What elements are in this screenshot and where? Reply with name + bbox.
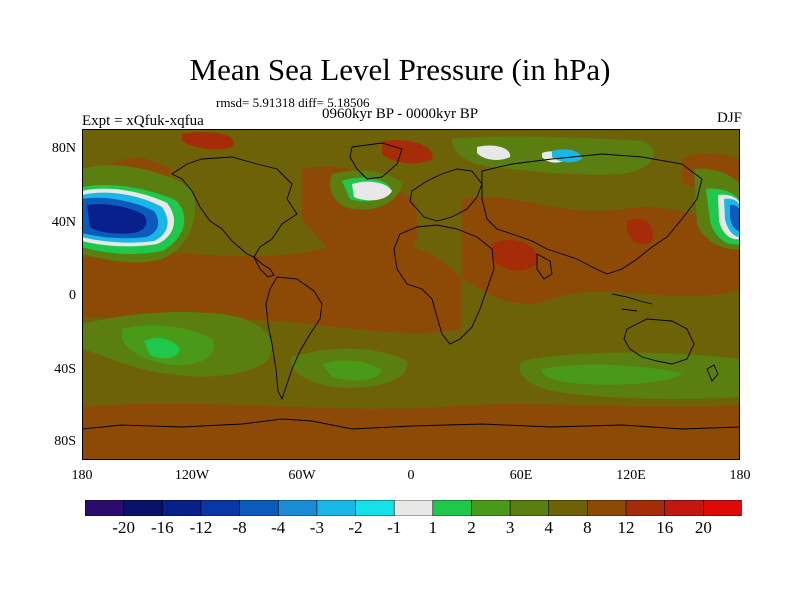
colorbar-label: 12 — [617, 518, 635, 537]
colorbar-swatch — [393, 500, 434, 516]
colorbar-swatch — [703, 500, 742, 516]
colorbar-swatch — [587, 500, 627, 516]
colorbar-swatch — [316, 500, 357, 516]
colorbar-label: -16 — [150, 518, 174, 537]
colorbar-label: 1 — [428, 518, 438, 537]
colorbar-swatch — [123, 500, 164, 516]
colorbar-label: -12 — [189, 518, 213, 537]
colorbar-label: -8 — [232, 518, 247, 537]
negative-anomaly-regions — [82, 149, 740, 243]
lon-tick-label: 60W — [288, 468, 316, 483]
colorbar-swatch — [664, 500, 705, 516]
colorbar-label: 8 — [583, 518, 592, 537]
colorbar-swatch — [625, 500, 666, 516]
chart-title: Mean Sea Level Pressure (in hPa) — [189, 52, 611, 87]
colorbar-swatch — [432, 500, 473, 516]
colorbar-label: 4 — [544, 518, 554, 537]
pressure-anomaly-map — [82, 129, 740, 460]
colorbar-swatch — [85, 500, 125, 516]
colorbar-swatch — [471, 500, 511, 516]
colorbar-swatch — [239, 500, 280, 516]
season-label: DJF — [716, 110, 742, 126]
colorbar-label: 16 — [656, 518, 674, 537]
colorbar-label: -2 — [348, 518, 363, 537]
lat-tick-label: 0 — [69, 288, 76, 303]
lat-tick-label: 40S — [54, 362, 76, 377]
lon-tick-label: 0 — [407, 468, 415, 483]
lon-tick-label: 180 — [729, 468, 751, 483]
lon-tick-label: 120W — [174, 468, 210, 483]
lat-tick-label: 80N — [51, 141, 76, 156]
colorbar-label: 2 — [467, 518, 476, 537]
lat-tick-label: 40N — [51, 215, 76, 230]
colorbar-swatch — [509, 500, 550, 516]
lon-tick-label: 60E — [509, 468, 533, 483]
lon-tick-label: 120E — [616, 468, 646, 483]
colorbar-label: -3 — [309, 518, 324, 537]
colorbar-label: 20 — [694, 518, 712, 537]
colorbar-swatch — [161, 500, 202, 516]
colorbar-swatch — [355, 500, 395, 516]
colorbar-label: -20 — [112, 518, 135, 537]
colorbar-swatch — [548, 500, 589, 516]
colorbar — [85, 500, 742, 516]
rmsd-diff-stats: rmsd= 5.91318 diff= 5.18506 — [216, 95, 370, 110]
colorbar-label: 3 — [505, 518, 515, 537]
colorbar-label: -4 — [271, 518, 286, 537]
colorbar-swatch — [200, 500, 241, 516]
coastlines — [82, 142, 740, 430]
colorbar-label: -1 — [387, 518, 402, 537]
colorbar-swatch — [277, 500, 318, 516]
lat-tick-label: 80S — [54, 434, 76, 449]
lon-tick-label: 180 — [71, 468, 93, 483]
experiment-label: Expt = xQfuk-xqfua — [82, 113, 204, 129]
period-label: 0960kyr BP - 0000kyr BP — [322, 106, 479, 122]
strong-positive-anomaly-regions — [182, 132, 653, 271]
